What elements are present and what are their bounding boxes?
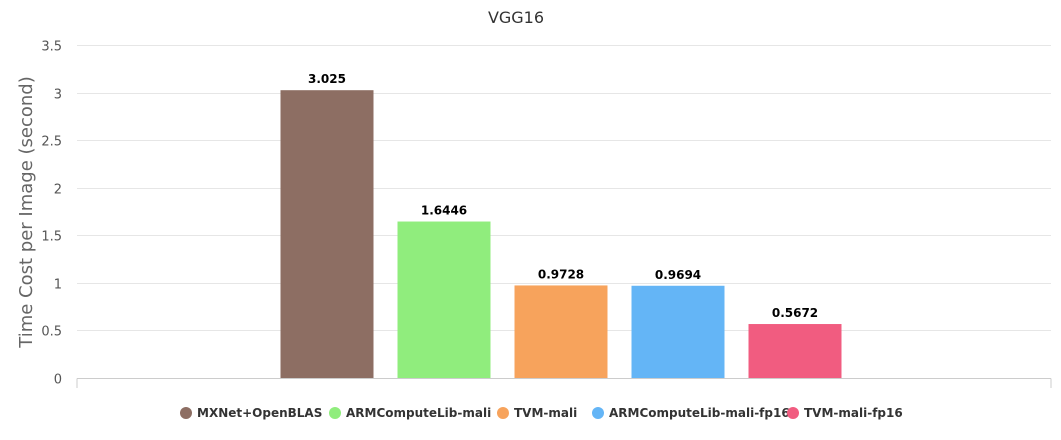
legend-label: TVM-mali-fp16: [804, 406, 903, 420]
legend-label: MXNet+OpenBLAS: [197, 406, 322, 420]
data-label: 0.9694: [655, 268, 701, 282]
y-tick-label: 3: [54, 88, 62, 103]
legend-label: ARMComputeLib-mali-fp16: [609, 406, 790, 420]
y-tick-label: 0.5: [41, 325, 62, 340]
y-axis-ticks: 0 0.5 1 1.5 2 2.5 3 3.5: [41, 40, 62, 388]
legend-marker: [592, 407, 604, 419]
bars: [280, 90, 842, 378]
legend-marker: [497, 407, 509, 419]
legend-item[interactable]: TVM-mali-fp16: [787, 406, 903, 420]
data-label: 0.5672: [772, 306, 818, 320]
y-tick-label: 1.5: [41, 230, 62, 245]
bar[interactable]: [748, 324, 842, 378]
data-label: 0.9728: [538, 267, 584, 281]
y-axis-label: Time Cost per Image (second): [16, 76, 37, 348]
legend: MXNet+OpenBLAS ARMComputeLib-mali TVM-mali…: [180, 406, 903, 420]
legend-label: TVM-mali: [514, 406, 577, 420]
legend-item[interactable]: TVM-mali: [497, 406, 577, 420]
bar[interactable]: [514, 285, 608, 378]
y-tick-label: 2.5: [41, 135, 62, 150]
bar[interactable]: [397, 221, 491, 378]
gridlines: [77, 45, 1051, 331]
y-tick-label: 0: [54, 373, 62, 388]
legend-label: ARMComputeLib-mali: [346, 406, 491, 420]
data-labels: 3.025 1.6446 0.9728 0.9694 0.5672: [308, 72, 818, 320]
y-tick-label: 3.5: [41, 40, 62, 55]
legend-marker: [329, 407, 341, 419]
y-tick-label: 1: [54, 278, 62, 293]
legend-marker: [787, 407, 799, 419]
bar[interactable]: [631, 285, 725, 378]
data-label: 1.6446: [421, 204, 467, 218]
chart-title: VGG16: [488, 8, 544, 27]
y-tick-label: 2: [54, 183, 62, 198]
bar[interactable]: [280, 90, 374, 378]
legend-item[interactable]: ARMComputeLib-mali: [329, 406, 491, 420]
legend-item[interactable]: ARMComputeLib-mali-fp16: [592, 406, 790, 420]
legend-marker: [180, 407, 192, 419]
legend-item[interactable]: MXNet+OpenBLAS: [180, 406, 322, 420]
data-label: 3.025: [308, 72, 346, 86]
